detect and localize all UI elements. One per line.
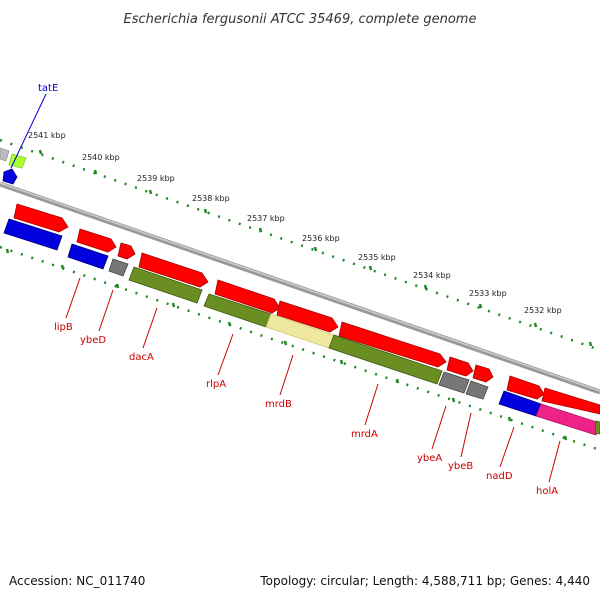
inner-major-tick — [563, 435, 568, 441]
ybeD-label-leader — [98, 289, 114, 332]
forward-gene-arrow[interactable] — [13, 203, 69, 233]
ruler-major-tick — [423, 284, 428, 290]
kbp-tick-label: 2534 kbp — [413, 271, 451, 280]
ybeA-label-leader — [431, 405, 447, 450]
inner-major-tick — [395, 378, 400, 384]
forward-gene-arrow[interactable] — [446, 356, 474, 377]
ruler-major-tick — [38, 149, 43, 155]
kbp-tick-label: 2533 kbp — [469, 289, 507, 298]
lipB-label-leader — [65, 277, 81, 319]
tatE-label-leader — [10, 93, 47, 169]
rlpA-gene-label[interactable]: rlpA — [206, 379, 226, 390]
ruler-major-tick — [148, 189, 153, 195]
operon-gene-block[interactable] — [594, 420, 600, 435]
mrdB-gene-label[interactable]: mrdB — [265, 399, 292, 410]
holA-gene-label[interactable]: holA — [536, 486, 558, 497]
holA-label-leader — [548, 440, 561, 483]
inner-tick-row — [0, 245, 600, 452]
ybeD-gene-label[interactable]: ybeD — [80, 335, 106, 346]
forward-gene-arrow[interactable] — [472, 364, 494, 383]
operon-gene-block[interactable] — [128, 266, 203, 304]
ruler-major-tick — [258, 227, 263, 233]
tatE-gene-label[interactable]: tatE — [38, 83, 58, 94]
genome-stats-text: Topology: circular; Length: 4,588,711 bp… — [260, 574, 590, 588]
ruler-major-tick — [368, 265, 373, 271]
kbp-tick-label: 2540 kbp — [82, 153, 120, 162]
kbp-tick-label: 2535 kbp — [358, 253, 396, 262]
inner-major-tick — [5, 248, 10, 254]
lime-gene-feature[interactable] — [8, 153, 27, 169]
ybeB-label-leader — [460, 412, 472, 458]
forward-gene-arrow[interactable] — [338, 321, 447, 368]
forward-gene-arrow[interactable] — [138, 252, 209, 288]
inner-major-tick — [60, 264, 65, 270]
kbp-tick-label: 2539 kbp — [137, 174, 175, 183]
kbp-tick-label: 2537 kbp — [247, 214, 285, 223]
ruler-major-tick — [533, 322, 538, 328]
kbp-tick-label: 2541 kbp — [28, 131, 66, 140]
gene-labels: lipB ybeD dacA rlpA mrdB mrdA ybeA ybeB … — [54, 322, 558, 497]
page-title: Escherichia fergusonii ATCC 35469, compl… — [124, 12, 477, 27]
forward-gene-arrow[interactable] — [117, 242, 136, 260]
gene-label-leaders — [65, 277, 561, 483]
ruler-major-tick — [203, 208, 208, 214]
forward-gene-arrow[interactable] — [76, 228, 117, 253]
ybeA-gene-label[interactable]: ybeA — [417, 453, 442, 464]
tatE-gene-arrow[interactable] — [2, 168, 18, 185]
kbp-tick-label: 2532 kbp — [524, 306, 562, 315]
reverse-gene-block[interactable] — [3, 218, 63, 251]
inner-major-tick — [115, 283, 120, 289]
mrdB-label-leader — [279, 354, 294, 396]
mrdA-label-leader — [364, 383, 379, 426]
forward-gene-arrow[interactable] — [541, 387, 600, 415]
kbp-tick-label: 2538 kbp — [192, 194, 230, 203]
kbp-tick-label: 2536 kbp — [302, 234, 340, 243]
genome-backbone-highlight — [0, 182, 600, 392]
inner-major-tick — [339, 359, 344, 365]
kbp-ruler: 2541 kbp 2540 kbp 2539 kbp 2538 kbp 2537… — [0, 131, 600, 352]
mrdA-gene-label[interactable]: mrdA — [351, 429, 378, 440]
gray-gene-block[interactable] — [108, 258, 129, 277]
reverse-gene-block[interactable] — [67, 243, 109, 270]
inner-major-tick — [451, 397, 456, 403]
pink-gene-block[interactable] — [535, 403, 600, 436]
ruler-major-tick — [313, 246, 318, 252]
ruler-major-tick — [588, 341, 593, 347]
gray-gene-block[interactable] — [438, 371, 470, 394]
forward-strand-genes — [13, 203, 600, 415]
operon-gene-block[interactable] — [328, 334, 443, 385]
dacA-label-leader — [142, 307, 158, 349]
inner-major-tick — [507, 416, 512, 422]
ruler-minor-ticks — [0, 138, 600, 352]
inner-major-tick — [171, 302, 176, 308]
gray-gene-feature[interactable] — [0, 147, 10, 162]
inner-major-tick — [227, 321, 232, 327]
ruler-major-tick — [93, 169, 98, 175]
genome-backbone — [0, 181, 600, 395]
gray-gene-block[interactable] — [465, 380, 489, 400]
nadD-label-leader — [499, 426, 515, 468]
ybeB-gene-label[interactable]: ybeB — [448, 461, 473, 472]
nadD-gene-label[interactable]: nadD — [486, 471, 513, 482]
lipB-gene-label[interactable]: lipB — [54, 322, 73, 333]
reverse-strand-genes — [3, 218, 600, 436]
accession-text: Accession: NC_011740 — [9, 574, 146, 588]
forward-gene-arrow[interactable] — [506, 375, 545, 400]
inner-major-tick — [283, 340, 288, 346]
forward-gene-arrow[interactable] — [214, 279, 281, 314]
ruler-major-tick — [478, 303, 483, 309]
rlpA-label-leader — [217, 333, 234, 376]
forward-gene-arrow[interactable] — [276, 300, 339, 333]
dacA-gene-label[interactable]: dacA — [129, 352, 154, 363]
